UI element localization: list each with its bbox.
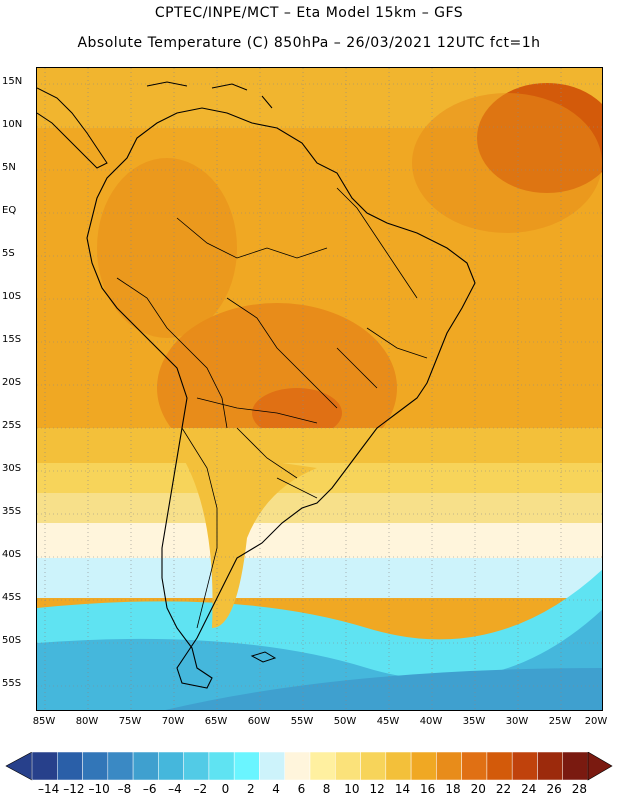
lon-label-45w: 45W bbox=[376, 716, 400, 727]
colorbar-arrow-low bbox=[5, 752, 33, 781]
colorbar-cell bbox=[410, 752, 437, 781]
colorbar-cell bbox=[132, 752, 159, 781]
field-patagonia-tongue bbox=[177, 448, 317, 628]
colorbar-cell bbox=[57, 752, 83, 781]
colorbar-tick-label: 20 bbox=[470, 782, 486, 796]
lon-label-55w: 55W bbox=[290, 716, 314, 727]
lon-label-75w: 75W bbox=[118, 716, 142, 727]
colorbar-cell bbox=[183, 752, 210, 781]
colorbar-cell bbox=[158, 752, 184, 781]
colorbar-cell bbox=[31, 752, 58, 781]
lat-label-25s: 25S bbox=[2, 420, 22, 431]
lon-label-70w: 70W bbox=[161, 716, 185, 727]
colorbar bbox=[5, 752, 613, 781]
title-variable: Absolute Temperature (C) 850hPa – 26/03/… bbox=[77, 35, 541, 51]
colorbar-tick-label: –14 bbox=[37, 782, 60, 796]
lat-label-45s: 45S bbox=[2, 592, 22, 603]
lon-label-50w: 50W bbox=[333, 716, 357, 727]
colorbar-cell bbox=[537, 752, 563, 781]
colorbar-tick-label: 4 bbox=[272, 782, 280, 796]
colorbar-cell bbox=[511, 752, 538, 781]
title-model: CPTEC/INPE/MCT – Eta Model 15km – GFS bbox=[154, 5, 464, 21]
colorbar-tick-label: 16 bbox=[420, 782, 436, 796]
lat-label-5n: 5N bbox=[2, 162, 16, 173]
lon-label-25w: 25W bbox=[548, 716, 572, 727]
lat-label-30s: 30S bbox=[2, 463, 22, 474]
field-band-neg6 bbox=[165, 668, 602, 710]
map-panel bbox=[36, 67, 603, 711]
colorbar-cell bbox=[335, 752, 361, 781]
colorbar-cell bbox=[360, 752, 387, 781]
lat-label-eq: EQ bbox=[2, 205, 17, 216]
colorbar-cell bbox=[461, 752, 488, 781]
lat-label-10s: 10S bbox=[2, 291, 22, 302]
colorbar-tick-label: 26 bbox=[546, 782, 562, 796]
lon-label-65w: 65W bbox=[204, 716, 228, 727]
lat-label-15n: 15N bbox=[2, 76, 23, 87]
colorbar-tick-label: –2 bbox=[193, 782, 208, 796]
lat-label-40s: 40S bbox=[2, 549, 22, 560]
lat-label-55s: 55S bbox=[2, 678, 22, 689]
colorbar-cell bbox=[309, 752, 336, 781]
colorbar-cell bbox=[259, 752, 285, 781]
lon-label-20w: 20W bbox=[584, 716, 608, 727]
central-america-coastline bbox=[37, 87, 108, 169]
colorbar-tick-label: 8 bbox=[322, 782, 331, 796]
colorbar-tick-label: 2 bbox=[246, 782, 255, 796]
colorbar-tick-label: 14 bbox=[394, 782, 411, 796]
south-america-coastline bbox=[86, 107, 476, 689]
lat-label-5s: 5S bbox=[2, 248, 15, 259]
lon-label-80w: 80W bbox=[75, 716, 99, 727]
graticule bbox=[37, 68, 602, 710]
lon-label-60w: 60W bbox=[247, 716, 271, 727]
temperature-map bbox=[37, 68, 602, 710]
colorbar-cell bbox=[486, 752, 513, 781]
colorbar-cell bbox=[233, 752, 260, 781]
caribbean-islands bbox=[146, 81, 273, 109]
colorbar-tick-label: 0 bbox=[221, 782, 230, 796]
colorbar-tick-label: –12 bbox=[63, 782, 85, 796]
colorbar-tick-label: –6 bbox=[142, 782, 157, 796]
colorbar-tick-label: 24 bbox=[521, 782, 537, 796]
lon-label-35w: 35W bbox=[462, 716, 486, 727]
lat-label-10n: 10N bbox=[2, 119, 23, 130]
colorbar-tick-label: 18 bbox=[445, 782, 461, 796]
colorbar-tick-label: –4 bbox=[168, 782, 182, 796]
lat-label-15s: 15S bbox=[2, 334, 22, 345]
lon-label-30w: 30W bbox=[505, 716, 529, 727]
lon-label-85w: 85W bbox=[32, 716, 56, 727]
colorbar-tick-label: 28 bbox=[571, 782, 588, 796]
colorbar-arrow-high bbox=[587, 752, 613, 781]
colorbar-cell bbox=[385, 752, 412, 781]
colorbar-cell bbox=[562, 752, 589, 781]
colorbar-tick-label: 10 bbox=[344, 782, 360, 796]
field-warm-andes bbox=[97, 158, 237, 338]
colorbar-cell bbox=[107, 752, 134, 781]
colorbar-cell bbox=[208, 752, 235, 781]
lon-label-40w: 40W bbox=[419, 716, 443, 727]
colorbar-tick-label: 22 bbox=[495, 782, 512, 796]
colorbar-cell bbox=[284, 752, 311, 781]
colorbar-tick-label: –8 bbox=[117, 782, 132, 796]
colorbar-tick-label: 6 bbox=[297, 782, 306, 796]
lat-label-20s: 20S bbox=[2, 377, 22, 388]
colorbar-cells bbox=[5, 752, 613, 781]
falkland-islands bbox=[250, 651, 277, 663]
lat-label-35s: 35S bbox=[2, 506, 22, 517]
country-borders bbox=[116, 187, 428, 629]
colorbar-cell bbox=[436, 752, 462, 781]
lat-label-50s: 50S bbox=[2, 635, 22, 646]
colorbar-tick-label: 12 bbox=[369, 782, 385, 796]
field-warm-ne-halo bbox=[412, 93, 602, 233]
colorbar-cell bbox=[82, 752, 109, 781]
field-band-10 bbox=[37, 493, 602, 528]
field-warm-core-continent bbox=[252, 388, 342, 438]
colorbar-tick-label: –10 bbox=[88, 782, 110, 796]
